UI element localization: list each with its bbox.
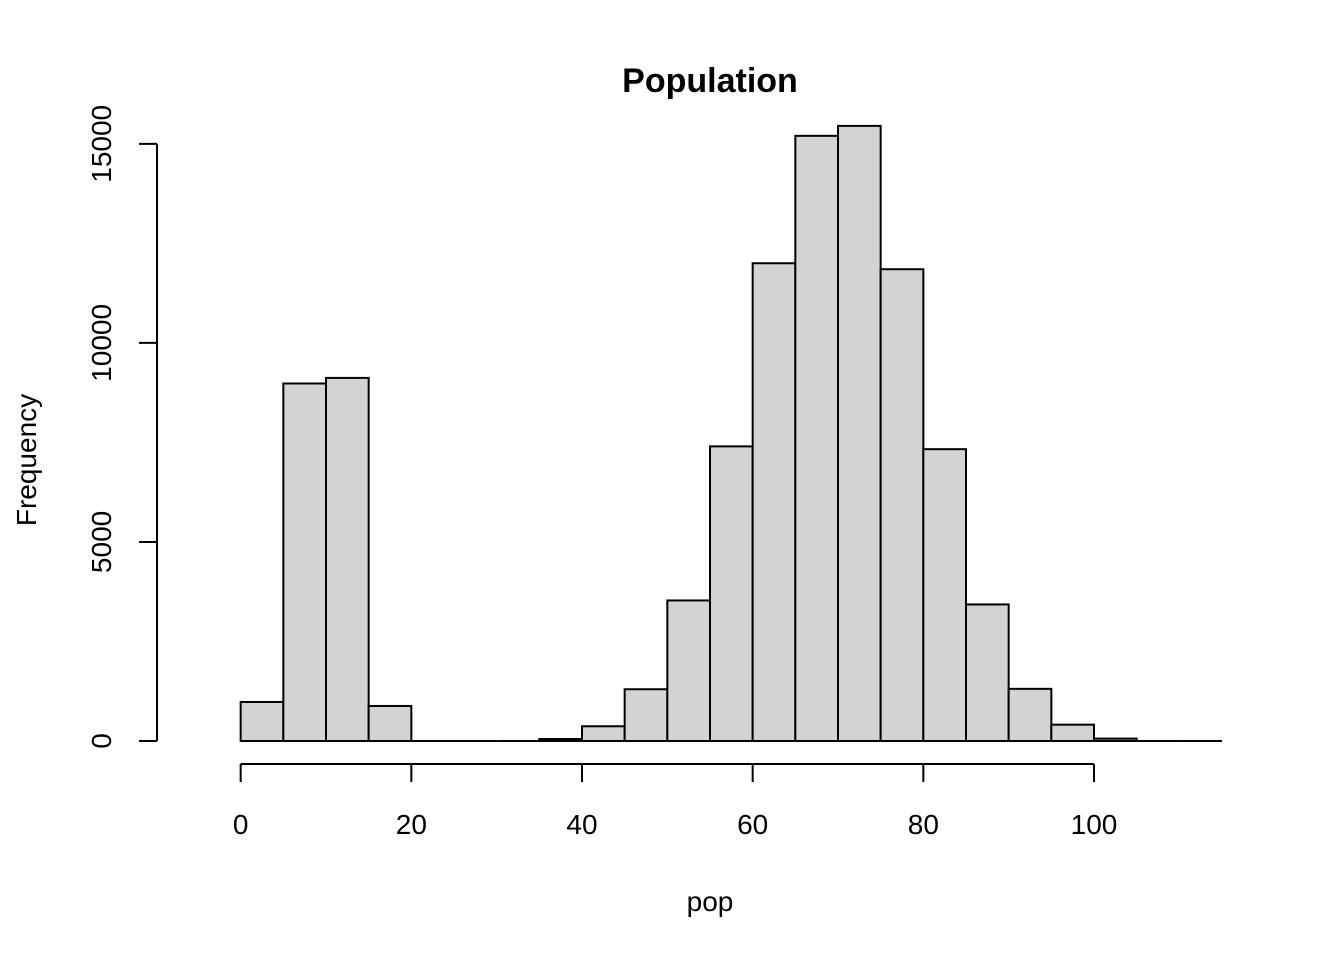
histogram-bar [581, 725, 626, 742]
chart-title: Population [622, 62, 798, 100]
histogram-bar [879, 268, 925, 742]
x-tick-label: 40 [566, 809, 597, 840]
y-tick-label: 15000 [86, 105, 117, 183]
histogram-bar [367, 704, 413, 743]
histogram-bar [1050, 723, 1096, 743]
y-tick-label: 5000 [86, 511, 117, 573]
y-axis-label: Frequency [11, 394, 42, 526]
histogram-bar [751, 262, 797, 742]
histogram-bars [239, 124, 1222, 743]
histogram-bar [965, 603, 1010, 742]
y-axis: 0 5000 10000 15000 [86, 105, 158, 749]
y-tick-label: 0 [86, 733, 117, 749]
x-tick-label: 20 [396, 809, 427, 840]
histogram-bar [794, 134, 839, 743]
x-tick-label: 60 [737, 809, 768, 840]
x-tick-label: 80 [908, 809, 939, 840]
x-axis-label: pop [687, 886, 734, 917]
histogram-bar [325, 376, 370, 742]
histogram-bar [623, 688, 669, 743]
histogram-bar [239, 700, 285, 743]
x-tick-label: 100 [1071, 809, 1118, 840]
x-axis: 0 20 40 60 80 100 [233, 763, 1118, 840]
histogram-bar [282, 382, 328, 742]
histogram-bar [1093, 737, 1138, 743]
histogram-bar [1007, 687, 1053, 743]
y-tick-label: 10000 [86, 304, 117, 382]
histogram-bar [709, 445, 754, 742]
histogram-bar [538, 738, 583, 743]
histogram-bar [666, 599, 711, 742]
histogram-bar [837, 124, 882, 743]
x-tick-label: 0 [233, 809, 249, 840]
histogram-bar [922, 448, 967, 742]
